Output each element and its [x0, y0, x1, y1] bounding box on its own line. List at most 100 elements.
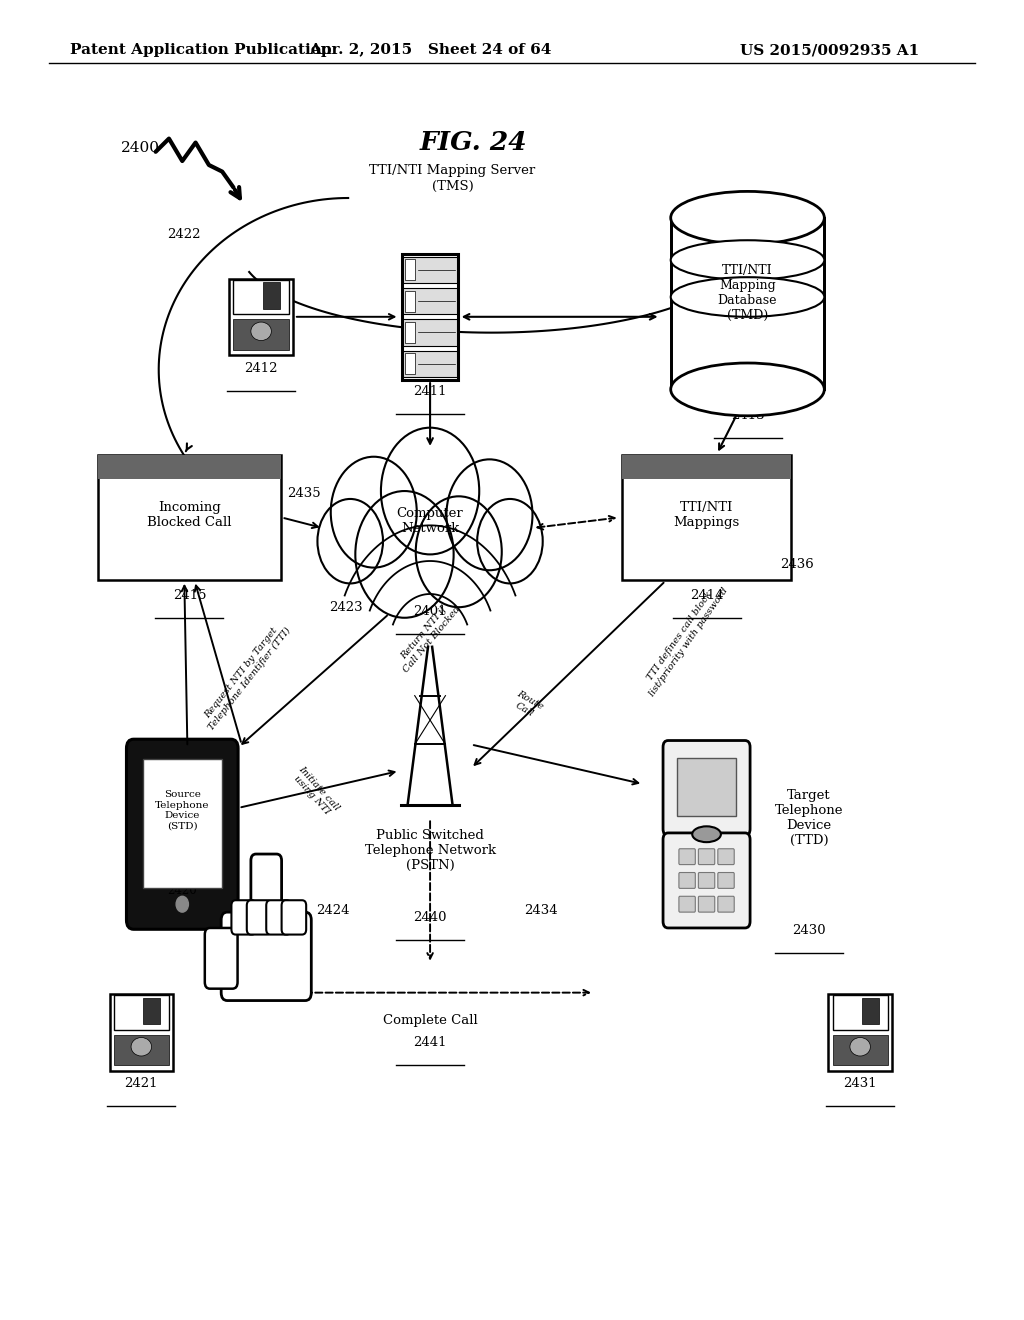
Bar: [678, 758, 735, 816]
FancyBboxPatch shape: [664, 833, 750, 928]
FancyBboxPatch shape: [718, 896, 734, 912]
Text: 2440: 2440: [414, 911, 446, 924]
FancyBboxPatch shape: [205, 928, 238, 989]
Ellipse shape: [671, 277, 824, 317]
Text: 2401: 2401: [414, 605, 446, 618]
Text: Initiate call
using NTI: Initiate call using NTI: [290, 764, 341, 820]
Text: TTI/NTI
Mappings: TTI/NTI Mappings: [674, 500, 739, 529]
Bar: [401, 319, 458, 346]
Text: 2412: 2412: [245, 362, 278, 375]
Text: Source
Telephone
Device
(STD): Source Telephone Device (STD): [155, 791, 210, 830]
Text: TTI defines call block
list/priority with password: TTI defines call block list/priority wit…: [639, 579, 729, 698]
Circle shape: [331, 457, 417, 568]
Bar: [622, 455, 791, 479]
Ellipse shape: [131, 1038, 152, 1056]
Text: 2422: 2422: [167, 228, 201, 242]
Text: 2423: 2423: [330, 601, 362, 614]
Text: 2424: 2424: [316, 904, 349, 917]
Bar: [671, 218, 824, 389]
FancyBboxPatch shape: [266, 900, 291, 935]
Bar: [404, 259, 416, 280]
Text: 2441: 2441: [414, 1036, 446, 1049]
Text: (TMS): (TMS): [432, 180, 473, 193]
Ellipse shape: [671, 363, 824, 416]
Text: 2434: 2434: [524, 904, 557, 917]
FancyBboxPatch shape: [698, 896, 715, 912]
Text: Incoming
Blocked Call: Incoming Blocked Call: [147, 500, 231, 529]
Bar: [229, 279, 293, 355]
Circle shape: [176, 896, 188, 912]
Text: 2411: 2411: [414, 385, 446, 399]
Bar: [110, 994, 173, 1071]
Ellipse shape: [671, 240, 824, 280]
Text: Public Switched
Telephone Network
(PSTN): Public Switched Telephone Network (PSTN): [365, 829, 496, 873]
Bar: [622, 454, 791, 581]
Text: Computer
Network: Computer Network: [396, 507, 464, 536]
Bar: [404, 354, 416, 375]
Text: Patent Application Publication: Patent Application Publication: [70, 44, 332, 57]
Bar: [114, 995, 169, 1030]
Bar: [233, 319, 289, 350]
FancyBboxPatch shape: [247, 900, 271, 935]
FancyBboxPatch shape: [679, 873, 695, 888]
Text: 2435: 2435: [287, 487, 321, 500]
Text: Complete Call: Complete Call: [383, 1014, 477, 1027]
Bar: [98, 454, 281, 581]
Bar: [401, 351, 458, 378]
Bar: [833, 1035, 888, 1065]
Text: TTI/NTI Mapping Server: TTI/NTI Mapping Server: [370, 164, 536, 177]
Text: Target
Telephone
Device
(TTD): Target Telephone Device (TTD): [775, 789, 843, 847]
FancyBboxPatch shape: [679, 896, 695, 912]
Bar: [114, 1035, 169, 1065]
FancyBboxPatch shape: [127, 739, 238, 929]
Circle shape: [416, 496, 502, 607]
Text: 2400: 2400: [121, 141, 160, 154]
Text: FIG. 24: FIG. 24: [419, 131, 527, 154]
Text: 2415: 2415: [173, 589, 206, 602]
FancyBboxPatch shape: [679, 849, 695, 865]
Ellipse shape: [671, 191, 824, 244]
Text: 2420: 2420: [167, 884, 198, 898]
Circle shape: [381, 428, 479, 554]
Bar: [404, 322, 416, 343]
Bar: [401, 288, 458, 314]
Bar: [233, 280, 289, 314]
Bar: [401, 256, 458, 282]
Ellipse shape: [692, 826, 721, 842]
Text: Request NTI by Target
Telephone Identifier (TTI): Request NTI by Target Telephone Identifi…: [199, 619, 293, 733]
FancyBboxPatch shape: [221, 912, 311, 1001]
Text: 2414: 2414: [690, 589, 723, 602]
FancyBboxPatch shape: [664, 741, 750, 836]
Text: 2436: 2436: [780, 558, 814, 572]
Text: Apr. 2, 2015   Sheet 24 of 64: Apr. 2, 2015 Sheet 24 of 64: [309, 44, 551, 57]
FancyBboxPatch shape: [282, 900, 306, 935]
Ellipse shape: [850, 1038, 870, 1056]
FancyBboxPatch shape: [718, 873, 734, 888]
Circle shape: [446, 459, 532, 570]
Ellipse shape: [251, 322, 271, 341]
Text: 2431: 2431: [844, 1077, 877, 1090]
Text: 2421: 2421: [125, 1077, 158, 1090]
Bar: [98, 455, 281, 479]
FancyBboxPatch shape: [718, 849, 734, 865]
Circle shape: [477, 499, 543, 583]
Bar: [828, 994, 892, 1071]
Text: Route
Call: Route Call: [510, 689, 545, 721]
Circle shape: [317, 499, 383, 583]
Bar: [143, 998, 160, 1024]
FancyBboxPatch shape: [251, 854, 282, 931]
Text: 2430: 2430: [793, 924, 825, 937]
Text: Return NTI if
Call Not Blocked: Return NTI if Call Not Blocked: [393, 598, 463, 675]
Bar: [833, 995, 888, 1030]
Bar: [404, 290, 416, 312]
Bar: [401, 255, 458, 380]
Bar: [862, 998, 879, 1024]
Text: 2413: 2413: [731, 409, 764, 422]
Circle shape: [355, 491, 454, 618]
FancyBboxPatch shape: [231, 900, 256, 935]
Text: US 2015/0092935 A1: US 2015/0092935 A1: [739, 44, 920, 57]
Bar: [263, 282, 280, 309]
FancyBboxPatch shape: [698, 849, 715, 865]
Text: TTI/NTI
Mapping
Database
(TMD): TTI/NTI Mapping Database (TMD): [718, 264, 777, 322]
FancyBboxPatch shape: [698, 873, 715, 888]
